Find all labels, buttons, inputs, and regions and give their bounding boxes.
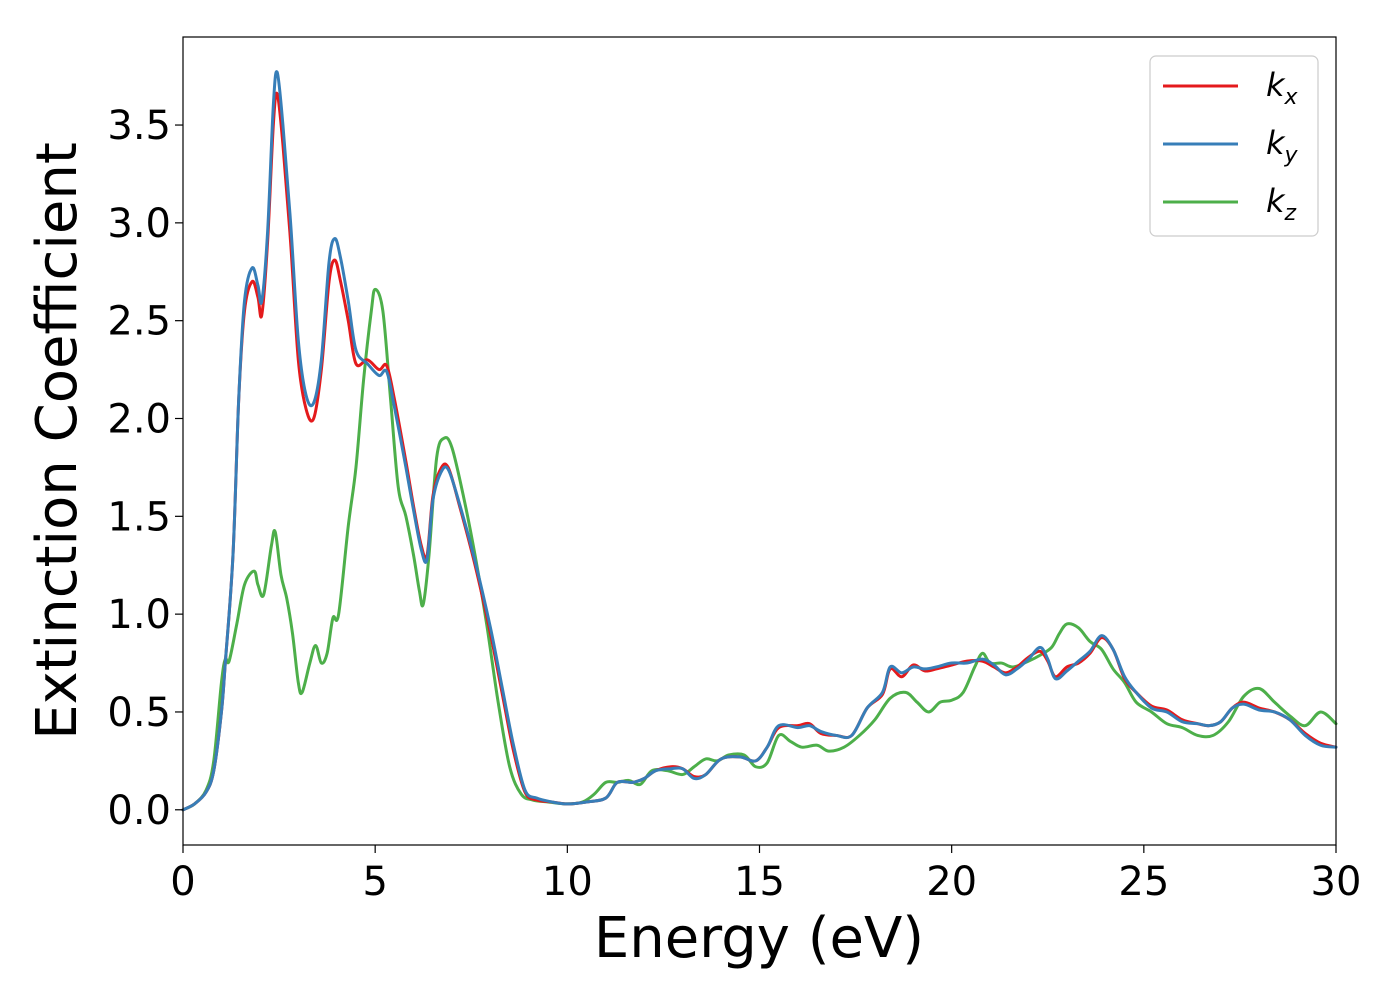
plot-area-background: [183, 37, 1336, 845]
x-tick-label: 10: [542, 859, 593, 905]
series-line-ky: [181, 70, 1338, 812]
y-tick-label: 1.5: [107, 494, 171, 540]
legend-label-subscript: x: [1284, 85, 1299, 110]
legend-label-subscript: y: [1284, 143, 1299, 168]
y-tick-label: 2.0: [107, 397, 171, 443]
series-layer: [181, 70, 1338, 812]
x-tick-label: 30: [1311, 859, 1362, 905]
y-tick-label: 0.0: [107, 788, 171, 834]
legend-label-subscript: z: [1284, 201, 1297, 226]
x-axis-ticks: 0 5 10 15 20 25 30: [170, 845, 1361, 905]
y-tick-label: 2.5: [107, 299, 171, 345]
legend-label-ky: ky: [1266, 124, 1299, 168]
y-tick-label: 3.0: [107, 201, 171, 247]
x-tick-label: 25: [1118, 859, 1169, 905]
legend-label-kx: kx: [1266, 66, 1299, 110]
x-tick-label: 0: [170, 859, 195, 905]
legend-label-main: k: [1266, 66, 1286, 104]
y-tick-label: 3.5: [107, 103, 171, 149]
legend-label-kz: kz: [1266, 182, 1297, 226]
y-tick-label: 0.5: [107, 690, 171, 736]
x-tick-label: 20: [926, 859, 977, 905]
legend-box: [1149, 55, 1319, 237]
y-axis-title: Extinction Coefficient: [25, 142, 90, 740]
y-tick-label: 1.0: [107, 592, 171, 638]
x-tick-label: 15: [734, 859, 785, 905]
x-tick-label: 5: [362, 859, 387, 905]
y-axis-ticks: 0.0 0.5 1.0 1.5 2.0 2.5 3.0 3.5: [107, 103, 183, 834]
x-axis-title: Energy (eV): [594, 906, 924, 971]
legend-label-main: k: [1266, 124, 1286, 162]
legend-label-main: k: [1266, 182, 1286, 220]
